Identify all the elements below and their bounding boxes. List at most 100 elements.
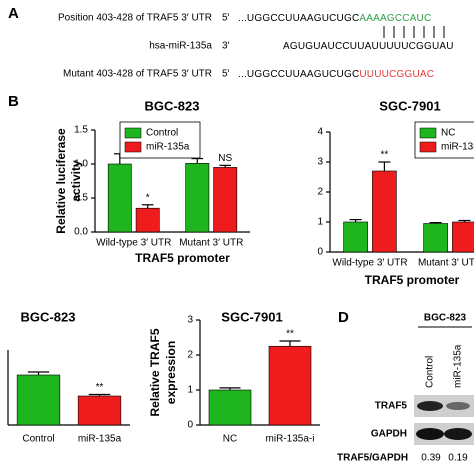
blot-ratio-value: 0.19	[448, 453, 468, 464]
blot-band	[416, 428, 444, 440]
western-blot	[414, 326, 474, 445]
bar	[135, 207, 160, 233]
error-bar	[429, 222, 442, 224]
significance-label: **	[286, 329, 294, 340]
bar	[213, 167, 238, 233]
legend-swatch	[124, 141, 142, 153]
blot-row-label: TRAF5	[375, 401, 408, 412]
chart-title: SGC-7901	[221, 309, 282, 324]
significance-label: **	[96, 382, 104, 393]
y-axis-label: Relative TRAF5	[148, 328, 162, 416]
legend-label: Control	[146, 128, 178, 139]
y-axis-label: activity	[69, 160, 83, 202]
y-tick-label: 1	[317, 217, 323, 228]
legend: NC miR-135a	[414, 121, 474, 159]
x-tick-label: Wild-type 3′ UTR	[96, 238, 171, 249]
y-tick-label: 0	[317, 247, 323, 258]
legend-swatch	[124, 127, 142, 139]
sequence-part: AGUGUAUCCUUAUUUUUCGGUAU	[283, 41, 454, 52]
y-tick-label: 3	[187, 315, 193, 326]
significance-label: *	[146, 192, 150, 203]
legend-label: miR-135a	[441, 142, 474, 153]
blot-band	[417, 401, 443, 411]
y-axis-label: expression	[164, 341, 178, 404]
bar	[423, 223, 448, 253]
sequence-label: hsa-miR-135a	[149, 41, 212, 52]
x-axis-label: TRAF5 promoter	[135, 251, 230, 265]
chart-title: SGC-7901	[379, 98, 440, 113]
blot-band	[444, 428, 472, 440]
bar	[268, 345, 312, 426]
sequence: AGUGUAUCCUUAUUUUUCGGUAU	[283, 41, 454, 52]
y-tick-label: 2	[187, 350, 193, 361]
error-bar	[141, 204, 154, 209]
bar	[16, 374, 61, 426]
legend: Control miR-135a	[119, 121, 201, 159]
y-tick-label: 1	[187, 385, 193, 396]
bar	[185, 163, 210, 233]
error-bar	[349, 219, 362, 222]
chart-title: BGC-823	[145, 98, 200, 113]
significance-label: NS	[218, 153, 232, 164]
x-tick-label: miR-135a	[78, 434, 122, 445]
blot-ratio-label: TRAF5/GAPDH	[337, 453, 408, 464]
bar	[343, 221, 368, 253]
error-bar	[191, 157, 204, 164]
sequence-part: ...UGGCCUUAAGUCUGC	[238, 69, 359, 80]
y-tick-label: 1.0	[74, 159, 88, 170]
sequence-highlight: AAAAGCCAUC	[359, 13, 431, 24]
y-tick-label: 3	[317, 157, 323, 168]
sequence-end: 5′	[222, 69, 230, 80]
blot-strip	[414, 395, 474, 417]
panel-label: D	[338, 309, 349, 326]
x-tick-label: Wild-type 3′ UTR	[332, 258, 407, 269]
legend-swatch	[419, 127, 437, 139]
x-tick-label: Mutant 3′ UTR	[418, 258, 474, 269]
panel-label: A	[8, 5, 19, 22]
error-bar	[378, 161, 391, 171]
x-tick-label: Control	[22, 434, 54, 445]
sequence-label: Position 403-428 of TRAF5 3′ UTR	[58, 13, 212, 24]
sequence-label: Mutant 403-428 of TRAF5 3′ UTR	[63, 69, 212, 80]
significance-label: **	[381, 150, 389, 161]
blot-lane-label: Control	[425, 356, 436, 388]
blot-band	[446, 402, 470, 410]
chart-title: BGC-823	[21, 309, 76, 324]
y-tick-label: 4	[317, 127, 323, 138]
y-tick-label: 1.5	[74, 125, 88, 136]
pairing-lines	[383, 26, 445, 38]
blot-cell-line: BGC-823	[424, 313, 467, 324]
blot-lane-label: miR-135a	[453, 344, 464, 388]
sequence-part: ...UGGCCUUAAGUCUGC	[238, 13, 359, 24]
x-tick-label: NC	[223, 434, 237, 445]
x-axis-label: TRAF5 promoter	[365, 273, 460, 287]
sequence: ...UGGCCUUAAGUCUGCUUUUCGGUAC	[238, 69, 434, 80]
bar	[372, 170, 397, 253]
error-bar	[88, 393, 111, 396]
sequence: ...UGGCCUUAAGUCUGCAAAAGCCAUC	[238, 13, 431, 24]
legend-label: NC	[441, 128, 455, 139]
y-tick-label: 0.5	[74, 193, 88, 204]
error-bar	[279, 340, 301, 347]
sequence-end: 5′	[222, 13, 230, 24]
y-tick-label: 0	[187, 420, 193, 431]
error-bar	[219, 164, 232, 168]
sequence-end: 3′	[222, 41, 230, 52]
legend-swatch	[419, 141, 437, 153]
blot-row-label: GAPDH	[371, 429, 407, 440]
error-bar	[458, 219, 471, 222]
bar	[107, 163, 132, 233]
y-axis-label: Relative luciferase	[54, 128, 68, 234]
legend-label: miR-135a	[146, 142, 190, 153]
x-tick-label: miR-135a-i	[266, 434, 315, 445]
bar	[452, 221, 474, 253]
panel-label: B	[8, 93, 19, 110]
bar	[77, 395, 122, 426]
x-tick-label: Mutant 3′ UTR	[179, 238, 243, 249]
error-bar	[219, 387, 241, 390]
sequence-highlight: UUUUCGGUAC	[359, 69, 434, 80]
error-bar	[27, 371, 50, 375]
bar	[208, 389, 252, 426]
y-tick-label: 2	[317, 187, 323, 198]
